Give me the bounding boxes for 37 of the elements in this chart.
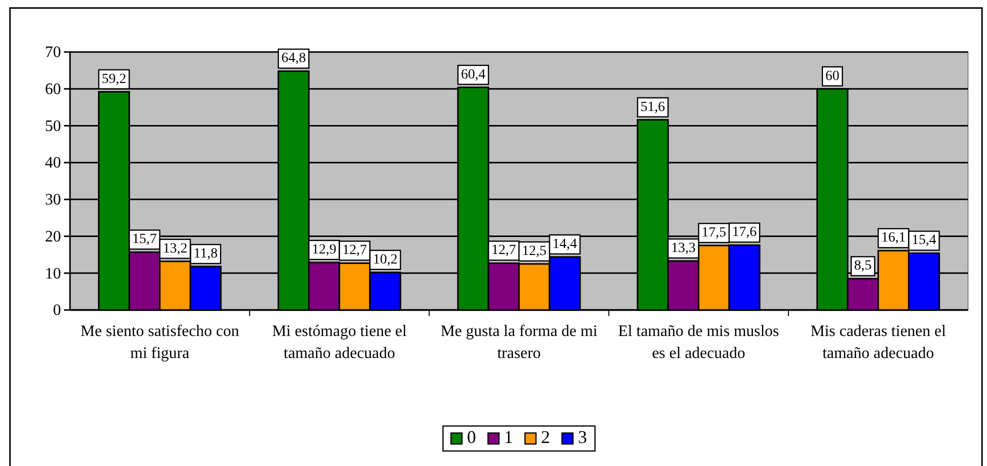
data-label: 12,9 (312, 242, 336, 258)
data-label: 13,2 (162, 241, 188, 256)
y-tick-label: 50 (45, 118, 61, 135)
legend-label: 0 (467, 427, 476, 447)
data-label: 60,4 (460, 67, 486, 82)
data-label: 13,3 (671, 240, 696, 256)
data-label: 59,2 (102, 72, 126, 87)
data-label: 12,7 (491, 243, 516, 258)
data-label: 51,6 (640, 100, 666, 115)
y-tick-label: 0 (53, 302, 61, 320)
data-label: 8,5 (854, 258, 872, 274)
y-tick-label: 60 (45, 80, 61, 98)
y-tick-label: 70 (45, 44, 61, 62)
data-label: 17,6 (732, 225, 757, 240)
x-tick-label: Mis caderas tienen el tamaño adecuado (810, 323, 947, 362)
data-label: 15,4 (912, 233, 936, 248)
data-label: 10,2 (372, 252, 398, 268)
legend-label: 1 (504, 427, 513, 447)
data-label: 12,5 (522, 244, 547, 259)
data-label: 17,5 (702, 226, 726, 240)
legend-label: 2 (541, 427, 550, 447)
x-tick-label: Me siento satisfecho con mi figura (80, 323, 240, 362)
y-tick-label: 40 (45, 154, 61, 172)
x-tick-label: Mi estómago tiene el tamaño adecuado (272, 323, 408, 362)
data-label: 60 (825, 68, 840, 84)
data-label: 14,4 (552, 236, 578, 252)
data-label: 15,7 (132, 232, 157, 248)
x-tick-label: El tamaño de mis muslos es el adecuado (618, 323, 780, 362)
y-tick-label: 30 (45, 192, 61, 209)
x-tick-label: Me gusta la forma de mi trasero (440, 323, 598, 362)
data-label: 11,8 (194, 246, 218, 262)
legend-label: 3 (578, 427, 587, 447)
y-tick-label: 20 (45, 228, 61, 246)
data-label: 12,7 (342, 243, 367, 258)
data-label: 64,8 (281, 51, 306, 66)
data-label: 16,1 (881, 230, 906, 246)
y-tick-label: 10 (45, 265, 61, 282)
